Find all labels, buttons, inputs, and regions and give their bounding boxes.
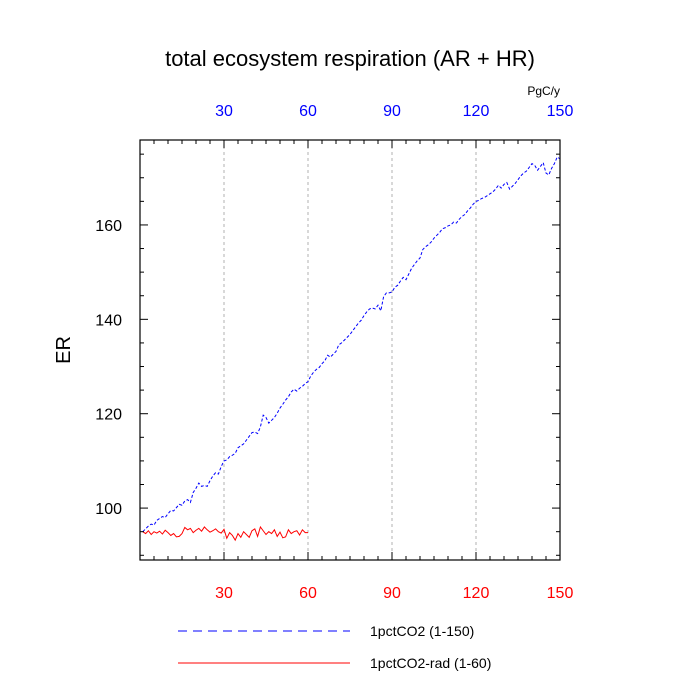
x-tick-label-bottom: 150: [547, 585, 574, 602]
y-tick-label: 120: [95, 407, 122, 424]
legend-label-1: 1pctCO2 (1-150): [370, 623, 474, 639]
legend: 1pctCO2 (1-150) 1pctCO2-rad (1-60): [178, 623, 491, 671]
legend-label-2: 1pctCO2-rad (1-60): [370, 655, 491, 671]
x-tick-label-bottom: 60: [299, 585, 317, 602]
axis-ticks: 30 30 60 60 90 90 120 120 150 150 100 120 140 160: [95, 103, 573, 602]
x-tick-label-top: 150: [547, 103, 574, 120]
x-tick-label-top: 120: [463, 103, 490, 120]
series-line-1: [142, 156, 561, 533]
x-tick-label-bottom: 90: [383, 585, 401, 602]
grid-lines: [223, 140, 477, 560]
x-tick-label-top: 60: [299, 103, 317, 120]
y-tick-label: 140: [95, 312, 122, 329]
chart-title: total ecosystem respiration (AR + HR): [165, 46, 535, 71]
series-line-2: [142, 525, 308, 542]
plot-frame: [139, 139, 561, 561]
x-tick-label-bottom: 30: [215, 585, 233, 602]
y-axis-label: ER: [53, 336, 75, 364]
series-layer: [142, 156, 561, 542]
units-label: PgC/y: [527, 84, 560, 98]
x-tick-label-top: 30: [215, 103, 233, 120]
y-tick-label: 160: [95, 218, 122, 235]
y-tick-label: 100: [95, 501, 122, 518]
x-tick-label-top: 90: [383, 103, 401, 120]
x-tick-label-bottom: 120: [463, 585, 490, 602]
